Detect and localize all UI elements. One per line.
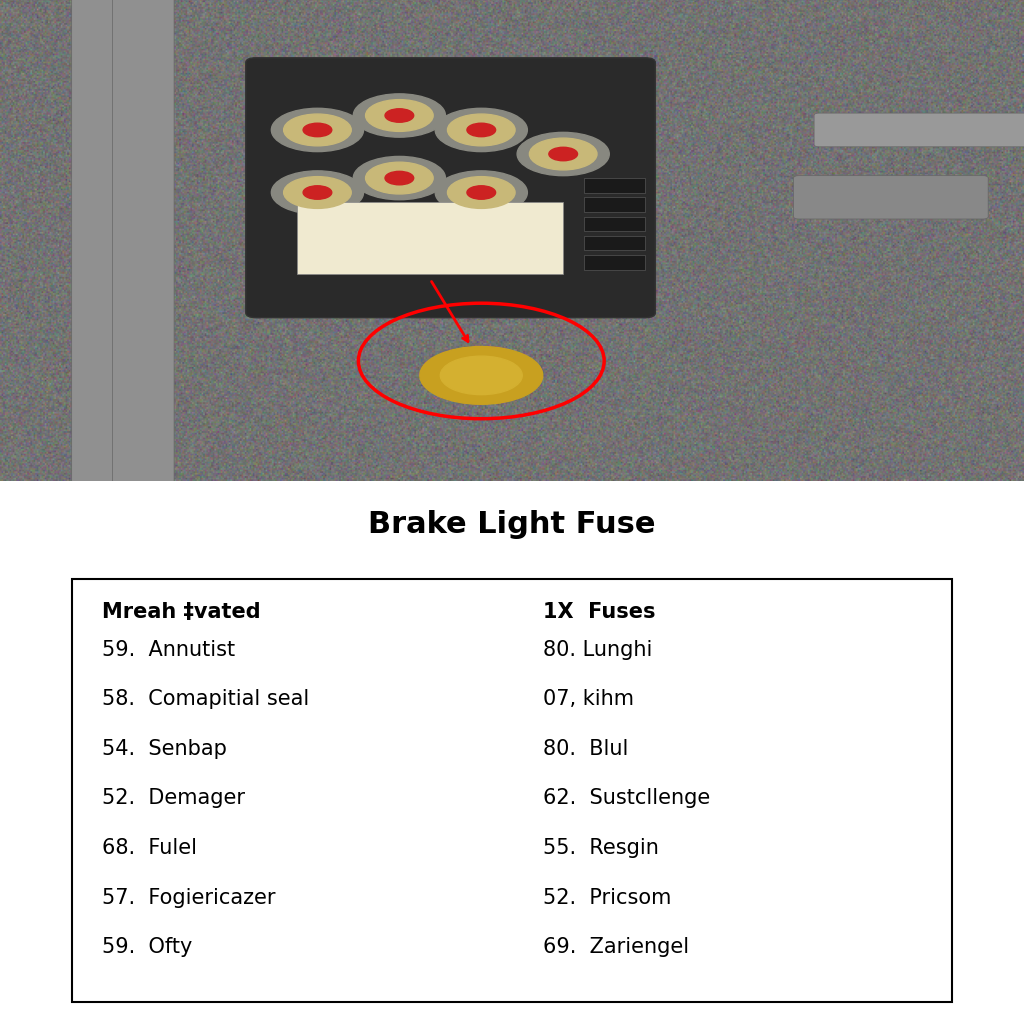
Text: Mreah ‡vated: Mreah ‡vated (102, 601, 261, 622)
Circle shape (366, 99, 433, 131)
Circle shape (435, 109, 527, 152)
Bar (584, 198, 645, 212)
Bar (297, 202, 563, 274)
Text: Brake Light Fuse: Brake Light Fuse (369, 510, 655, 540)
Text: 52.  Pricsom: 52. Pricsom (543, 888, 671, 907)
Bar (584, 178, 645, 193)
Circle shape (517, 132, 609, 176)
Circle shape (435, 171, 527, 214)
Text: 55.  Resgin: 55. Resgin (543, 838, 658, 858)
Circle shape (420, 346, 543, 404)
Circle shape (284, 114, 351, 145)
FancyBboxPatch shape (814, 113, 1024, 146)
FancyBboxPatch shape (72, 0, 133, 486)
Text: 69.  Zariengel: 69. Zariengel (543, 937, 689, 957)
Text: 80. Lunghi: 80. Lunghi (543, 640, 652, 659)
Text: 58.  Comapitial seal: 58. Comapitial seal (102, 689, 309, 710)
Circle shape (271, 171, 364, 214)
FancyBboxPatch shape (246, 57, 655, 317)
Text: 57.  Fogiericazer: 57. Fogiericazer (102, 888, 275, 907)
Bar (584, 217, 645, 231)
Circle shape (385, 109, 414, 122)
Bar (584, 255, 645, 269)
Text: 62.  Sustcllenge: 62. Sustcllenge (543, 788, 710, 808)
Text: 54.  Senbap: 54. Senbap (102, 738, 227, 759)
Bar (584, 236, 645, 250)
Circle shape (529, 138, 597, 170)
Circle shape (385, 171, 414, 184)
Text: 59.  Annutist: 59. Annutist (102, 640, 236, 659)
Circle shape (447, 114, 515, 145)
Circle shape (284, 176, 351, 209)
Circle shape (303, 185, 332, 200)
FancyBboxPatch shape (113, 0, 174, 486)
Circle shape (353, 94, 445, 137)
Circle shape (467, 123, 496, 136)
Circle shape (271, 109, 364, 152)
Circle shape (549, 147, 578, 161)
Bar (72, 579, 952, 1002)
Text: 52.  Demager: 52. Demager (102, 788, 246, 808)
Text: 1X  Fuses: 1X Fuses (543, 601, 655, 622)
Circle shape (467, 185, 496, 200)
Text: 07, kihm: 07, kihm (543, 689, 634, 710)
Circle shape (303, 123, 332, 136)
Circle shape (447, 176, 515, 209)
Text: 80.  Blul: 80. Blul (543, 738, 628, 759)
Circle shape (366, 162, 433, 194)
Circle shape (353, 157, 445, 200)
Text: 59.  Ofty: 59. Ofty (102, 937, 193, 957)
Text: 68.  Fulel: 68. Fulel (102, 838, 198, 858)
FancyBboxPatch shape (794, 176, 988, 219)
Circle shape (440, 356, 522, 394)
